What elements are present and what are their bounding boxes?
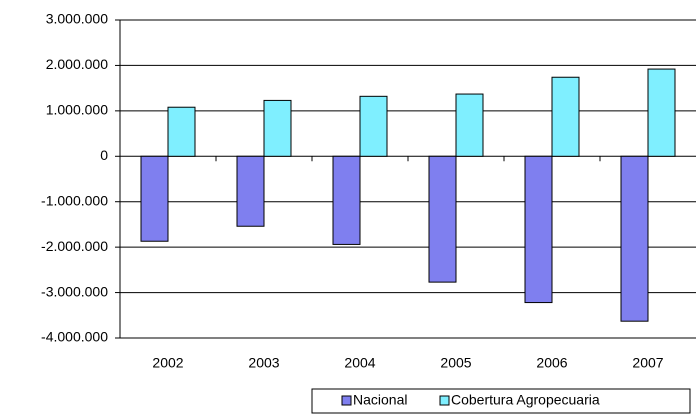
bar [332,155,361,245]
legend-label: Cobertura Agropecuaria [451,392,600,408]
x-tick-label: 2004 [344,355,375,371]
legend-box [311,388,691,414]
x-tick-label: 2007 [632,355,663,371]
bar [263,99,292,157]
y-tick-label: -1.000.000 [41,192,108,208]
x-tick-label: 2006 [536,355,567,371]
x-tick-label: 2005 [440,355,471,371]
y-tick-label: 3.000.000 [46,11,108,27]
x-tick-label: 2002 [152,355,183,371]
y-tick-label: 2.000.000 [46,56,108,72]
bar [236,155,265,227]
bar [140,155,169,242]
bar [647,68,676,157]
y-tick-label: -4.000.000 [41,329,108,345]
bar [359,95,388,157]
bar [428,155,457,283]
y-tick-label: 1.000.000 [46,102,108,118]
y-tick-label: 0 [100,147,108,163]
bar [524,155,553,304]
x-tick-label: 2003 [248,355,279,371]
bar [551,76,580,157]
y-tick-label: -2.000.000 [41,238,108,254]
legend-swatch [341,395,352,406]
bar [167,106,196,157]
legend-label: Nacional [353,392,407,408]
bar [620,155,649,322]
y-tick-label: -3.000.000 [41,283,108,299]
bar [455,93,484,157]
legend-swatch [439,395,450,406]
